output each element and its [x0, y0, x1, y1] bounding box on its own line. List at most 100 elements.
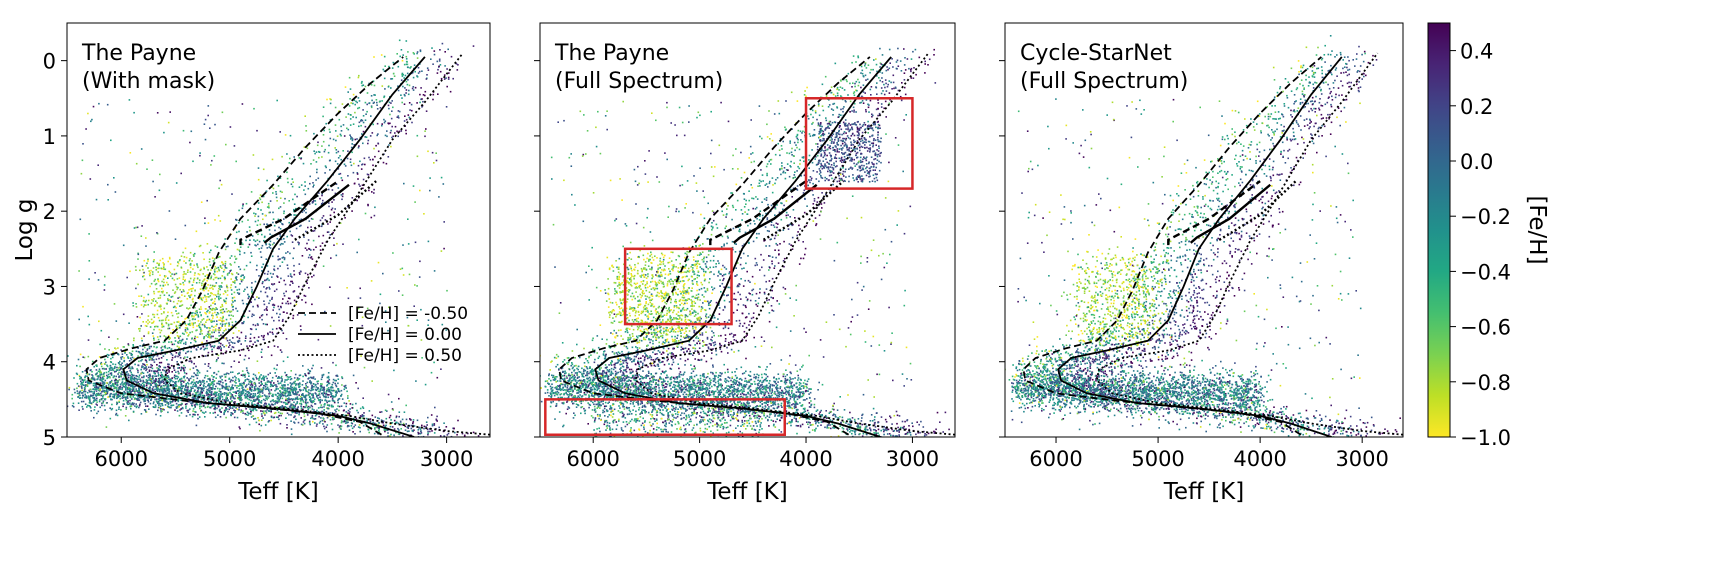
- star-point: [143, 409, 146, 411]
- star-point: [246, 397, 249, 400]
- star-point: [264, 235, 266, 238]
- star-point: [409, 418, 412, 421]
- star-point: [167, 375, 169, 377]
- star-point: [217, 394, 220, 396]
- star-point: [402, 73, 404, 76]
- star-point: [301, 211, 304, 213]
- star-point: [265, 258, 268, 260]
- star-point: [347, 409, 350, 412]
- star-point: [138, 392, 140, 395]
- star-point: [142, 391, 145, 393]
- star-point: [122, 399, 125, 402]
- star-point: [322, 374, 324, 377]
- star-point: [102, 383, 104, 385]
- star-point: [333, 400, 336, 403]
- star-point: [187, 411, 189, 413]
- star-point: [130, 376, 132, 378]
- star-point: [292, 398, 295, 400]
- star-point: [122, 384, 124, 386]
- star-point: [209, 390, 211, 392]
- star-point: [259, 391, 262, 393]
- star-point: [332, 417, 334, 420]
- star-point: [238, 221, 240, 224]
- star-point: [128, 388, 130, 390]
- star-point: [167, 366, 170, 369]
- star-point: [305, 390, 308, 393]
- star-point: [211, 374, 213, 377]
- star-point: [326, 407, 328, 409]
- star-point: [172, 394, 174, 396]
- star-point: [241, 220, 244, 223]
- star-point: [149, 402, 152, 405]
- star-point: [170, 397, 173, 399]
- star-point: [295, 398, 297, 400]
- star-point: [297, 241, 299, 244]
- star-point: [206, 406, 209, 408]
- star-point: [282, 384, 284, 387]
- star-point: [365, 136, 368, 138]
- star-point: [141, 358, 143, 361]
- star-point: [291, 399, 294, 401]
- star-point: [326, 424, 329, 426]
- star-point: [302, 380, 304, 382]
- star-point: [293, 386, 295, 389]
- star-point: [217, 290, 220, 292]
- star-point: [303, 396, 305, 398]
- star-point: [194, 318, 196, 321]
- star-point: [337, 187, 340, 189]
- star-point: [171, 371, 173, 373]
- star-point: [108, 376, 111, 378]
- star-point: [150, 379, 152, 382]
- star-point: [219, 286, 221, 288]
- star-point: [110, 381, 113, 383]
- star-point: [249, 387, 252, 390]
- star-point: [337, 398, 340, 400]
- star-point: [249, 384, 252, 386]
- star-point: [439, 64, 442, 66]
- star-point: [397, 135, 399, 138]
- star-point: [199, 401, 201, 404]
- star-point: [251, 396, 253, 398]
- star-point: [88, 405, 90, 407]
- star-point: [157, 406, 160, 409]
- star-point: [183, 381, 185, 383]
- star-point: [311, 386, 313, 388]
- star-point: [292, 389, 294, 391]
- star-point: [99, 385, 101, 387]
- star-point: [239, 268, 242, 271]
- star-point: [121, 381, 124, 383]
- star-point: [71, 393, 74, 396]
- star-point: [117, 367, 120, 369]
- star-point: [260, 400, 263, 402]
- star-point: [258, 379, 260, 382]
- star-point: [343, 420, 346, 423]
- star-point: [208, 258, 211, 261]
- star-point: [213, 380, 216, 382]
- star-point: [276, 385, 278, 388]
- star-point: [330, 391, 332, 394]
- star-point: [317, 394, 319, 397]
- star-point: [283, 381, 286, 383]
- star-point: [329, 137, 332, 140]
- star-point: [200, 297, 202, 299]
- star-point: [285, 395, 287, 398]
- star-point: [257, 395, 260, 397]
- star-point: [386, 135, 388, 138]
- star-point: [225, 384, 227, 386]
- star-point: [262, 218, 264, 221]
- star-point: [367, 203, 369, 206]
- star-point: [160, 386, 162, 388]
- star-point: [115, 392, 117, 395]
- star-point: [399, 55, 401, 58]
- star-point: [238, 398, 240, 400]
- star-point: [279, 221, 282, 223]
- star-point: [204, 326, 206, 328]
- star-point: [312, 376, 315, 378]
- star-point: [339, 172, 342, 175]
- star-point: [269, 400, 272, 403]
- star-point: [293, 270, 295, 272]
- star-point: [101, 380, 104, 383]
- star-point: [239, 246, 242, 248]
- star-point: [171, 384, 173, 387]
- star-point: [345, 405, 347, 408]
